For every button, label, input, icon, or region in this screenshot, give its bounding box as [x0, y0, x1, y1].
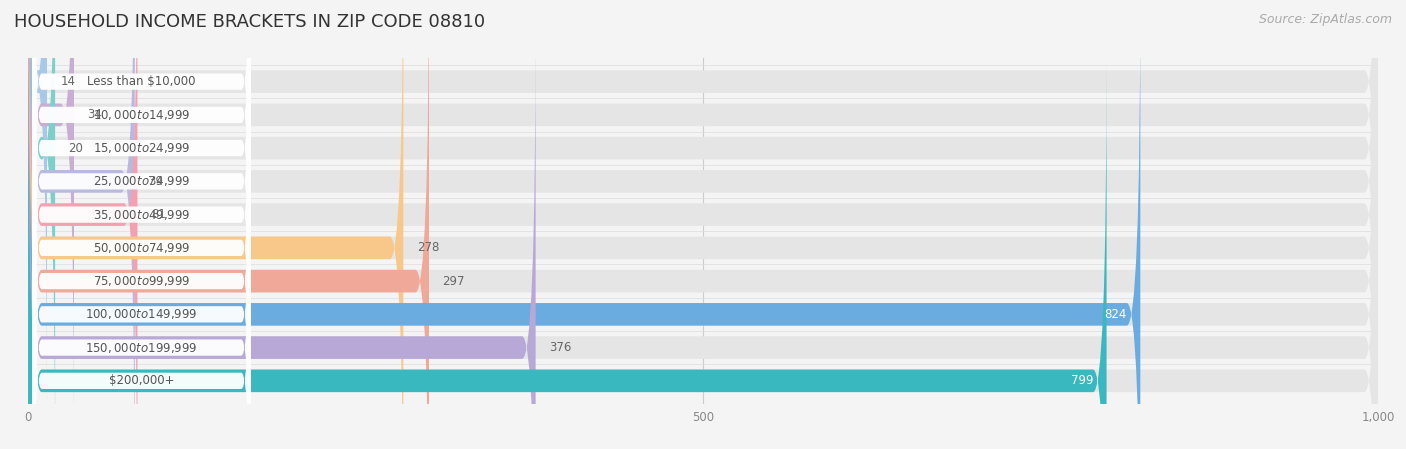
Text: HOUSEHOLD INCOME BRACKETS IN ZIP CODE 08810: HOUSEHOLD INCOME BRACKETS IN ZIP CODE 08… — [14, 13, 485, 31]
Text: $10,000 to $14,999: $10,000 to $14,999 — [93, 108, 190, 122]
Text: 297: 297 — [443, 275, 465, 288]
FancyBboxPatch shape — [28, 0, 1378, 449]
Text: 799: 799 — [1070, 374, 1092, 387]
Text: 81: 81 — [150, 208, 166, 221]
FancyBboxPatch shape — [32, 156, 250, 449]
Text: Source: ZipAtlas.com: Source: ZipAtlas.com — [1258, 13, 1392, 26]
Text: $35,000 to $49,999: $35,000 to $49,999 — [93, 207, 190, 222]
FancyBboxPatch shape — [28, 0, 1378, 436]
Text: 14: 14 — [60, 75, 76, 88]
FancyBboxPatch shape — [28, 0, 1378, 449]
FancyBboxPatch shape — [28, 60, 1378, 449]
FancyBboxPatch shape — [28, 0, 138, 449]
Text: 824: 824 — [1105, 308, 1126, 321]
FancyBboxPatch shape — [32, 0, 250, 406]
Text: $25,000 to $34,999: $25,000 to $34,999 — [93, 174, 190, 189]
FancyBboxPatch shape — [32, 0, 250, 439]
FancyBboxPatch shape — [28, 0, 1378, 449]
FancyBboxPatch shape — [28, 0, 135, 449]
FancyBboxPatch shape — [32, 0, 250, 373]
FancyBboxPatch shape — [32, 57, 250, 449]
FancyBboxPatch shape — [28, 0, 46, 403]
FancyBboxPatch shape — [28, 0, 429, 449]
FancyBboxPatch shape — [28, 0, 1378, 449]
FancyBboxPatch shape — [32, 0, 250, 339]
FancyBboxPatch shape — [28, 26, 1378, 449]
Text: Less than $10,000: Less than $10,000 — [87, 75, 195, 88]
Text: $75,000 to $99,999: $75,000 to $99,999 — [93, 274, 190, 288]
FancyBboxPatch shape — [28, 0, 1378, 449]
FancyBboxPatch shape — [28, 0, 1140, 449]
FancyBboxPatch shape — [32, 0, 250, 306]
Text: $50,000 to $74,999: $50,000 to $74,999 — [93, 241, 190, 255]
Text: 20: 20 — [69, 141, 83, 154]
Text: 278: 278 — [416, 242, 439, 254]
FancyBboxPatch shape — [28, 60, 1107, 449]
Text: $15,000 to $24,999: $15,000 to $24,999 — [93, 141, 190, 155]
FancyBboxPatch shape — [28, 0, 1378, 403]
FancyBboxPatch shape — [28, 0, 55, 449]
FancyBboxPatch shape — [32, 123, 250, 449]
FancyBboxPatch shape — [28, 0, 1378, 449]
FancyBboxPatch shape — [28, 0, 404, 449]
FancyBboxPatch shape — [32, 90, 250, 449]
Text: $100,000 to $149,999: $100,000 to $149,999 — [86, 308, 198, 321]
FancyBboxPatch shape — [32, 23, 250, 449]
Text: 376: 376 — [550, 341, 571, 354]
Text: 34: 34 — [87, 108, 103, 121]
Text: 79: 79 — [148, 175, 163, 188]
FancyBboxPatch shape — [28, 0, 75, 436]
Text: $150,000 to $199,999: $150,000 to $199,999 — [86, 341, 198, 355]
FancyBboxPatch shape — [28, 26, 536, 449]
Text: $200,000+: $200,000+ — [108, 374, 174, 387]
